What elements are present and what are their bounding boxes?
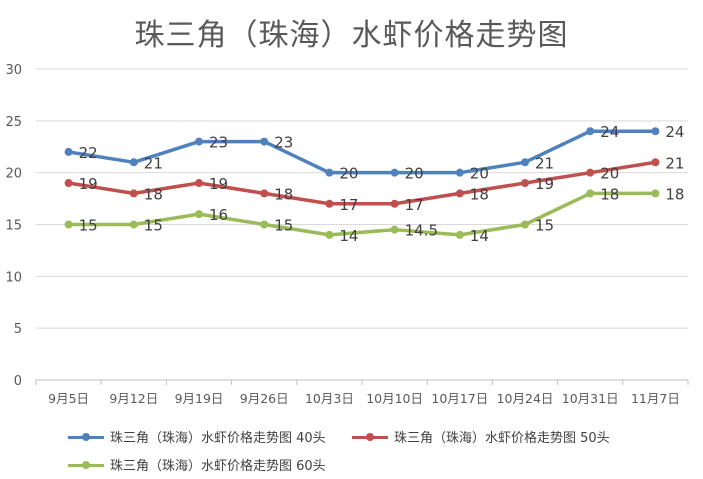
legend-item-60: 珠三角（珠海）水虾价格走势图 60头 [68, 455, 326, 474]
data-label: 24 [665, 123, 684, 141]
data-point [129, 158, 138, 167]
y-tick-label: 10 [5, 270, 22, 285]
x-tick-label: 9月19日 [175, 391, 224, 406]
data-label: 18 [274, 185, 293, 203]
data-label: 19 [79, 175, 98, 193]
data-label: 22 [79, 144, 98, 162]
data-label: 21 [535, 154, 554, 172]
data-label: 20 [600, 165, 619, 183]
legend-swatch-50 [352, 432, 388, 442]
legend-label-50: 珠三角（珠海）水虾价格走势图 50头 [394, 431, 610, 446]
data-label: 21 [144, 154, 163, 172]
data-point [521, 158, 529, 167]
data-label: 19 [209, 175, 228, 193]
data-point [455, 189, 464, 198]
y-tick-label: 25 [5, 115, 22, 130]
data-label: 17 [405, 196, 424, 214]
axes: 0 5 10 15 20 25 30 9月5日 9月12日 9月19日 9月26日 10月3日 10月1… [5, 63, 689, 406]
data-point [586, 189, 595, 198]
chart-title: 珠三角（珠海）水虾价格走势图 [134, 18, 569, 53]
legend-label-60: 珠三角（珠海）水虾价格走势图 60头 [110, 459, 326, 474]
data-label: 15 [79, 217, 98, 235]
legend-swatch-60 [68, 460, 104, 470]
data-point [260, 189, 269, 198]
data-label: 21 [665, 154, 684, 172]
data-label: 18 [470, 185, 489, 203]
data-point [521, 179, 529, 188]
y-tick-label: 30 [5, 63, 22, 78]
data-point [129, 189, 138, 198]
y-tick-label: 15 [5, 219, 22, 234]
data-point [390, 168, 399, 177]
y-tick-label: 0 [14, 374, 22, 389]
data-point [64, 220, 73, 229]
x-tick-label: 10月31日 [562, 391, 619, 406]
data-label: 20 [470, 165, 489, 183]
y-tick-label: 5 [14, 322, 22, 337]
gridlines [36, 68, 688, 329]
x-tick-label: 10月10日 [366, 391, 423, 406]
legend-swatch-40 [68, 432, 104, 442]
data-label: 14 [470, 227, 489, 245]
legend-item-50: 珠三角（珠海）水虾价格走势图 50头 [352, 427, 610, 446]
data-label: 15 [535, 217, 554, 235]
data-label: 23 [274, 134, 293, 152]
data-point [325, 168, 334, 177]
data-labels: 22 21 23 23 20 20 20 21 24 24 19 18 19 18 17 17 18 19 20 21… [79, 123, 685, 245]
data-label: 15 [274, 217, 293, 235]
x-tick-label: 9月5日 [48, 391, 89, 406]
series-line-2 [66, 191, 658, 237]
data-point [325, 230, 334, 239]
data-point [455, 168, 464, 177]
data-point [195, 210, 203, 219]
data-label: 23 [209, 134, 228, 152]
data-point [455, 230, 464, 239]
data-label: 14.5 [405, 222, 438, 240]
data-point [195, 179, 203, 188]
data-point [129, 220, 138, 229]
x-tick-label: 9月12日 [109, 391, 158, 406]
data-point [586, 127, 595, 136]
x-tick-label: 10月17日 [431, 391, 488, 406]
data-label: 14 [339, 227, 358, 245]
legend-item-40: 珠三角（珠海）水虾价格走势图 40头 [68, 427, 326, 446]
x-tick-label: 11月7日 [631, 391, 680, 406]
data-label: 18 [144, 185, 163, 203]
data-label: 19 [535, 175, 554, 193]
data-label: 17 [339, 196, 358, 214]
data-point [651, 189, 660, 198]
series-line-1 [66, 160, 658, 206]
data-label: 24 [600, 123, 619, 141]
legend-label-40: 珠三角（珠海）水虾价格走势图 40头 [110, 431, 326, 446]
x-tick-label: 10月3日 [305, 391, 354, 406]
series-lines [64, 127, 660, 239]
data-point [651, 158, 660, 167]
data-label: 18 [600, 185, 619, 203]
data-point [390, 225, 399, 234]
data-point [260, 220, 269, 229]
data-label: 15 [144, 217, 163, 235]
data-label: 20 [339, 165, 358, 183]
data-point [521, 220, 529, 229]
series-line-0 [66, 129, 658, 175]
x-tick-label: 10月24日 [497, 391, 554, 406]
data-point [195, 137, 203, 146]
data-point [651, 127, 660, 136]
data-point [586, 168, 595, 177]
data-point [64, 179, 73, 188]
y-tick-label: 20 [5, 167, 22, 182]
data-label: 18 [665, 185, 684, 203]
data-label: 20 [405, 165, 424, 183]
data-point [390, 199, 399, 208]
data-label: 16 [209, 206, 228, 224]
data-point [64, 147, 73, 156]
data-point [325, 199, 334, 208]
x-tick-label: 9月26日 [240, 391, 289, 406]
data-point [260, 137, 269, 146]
